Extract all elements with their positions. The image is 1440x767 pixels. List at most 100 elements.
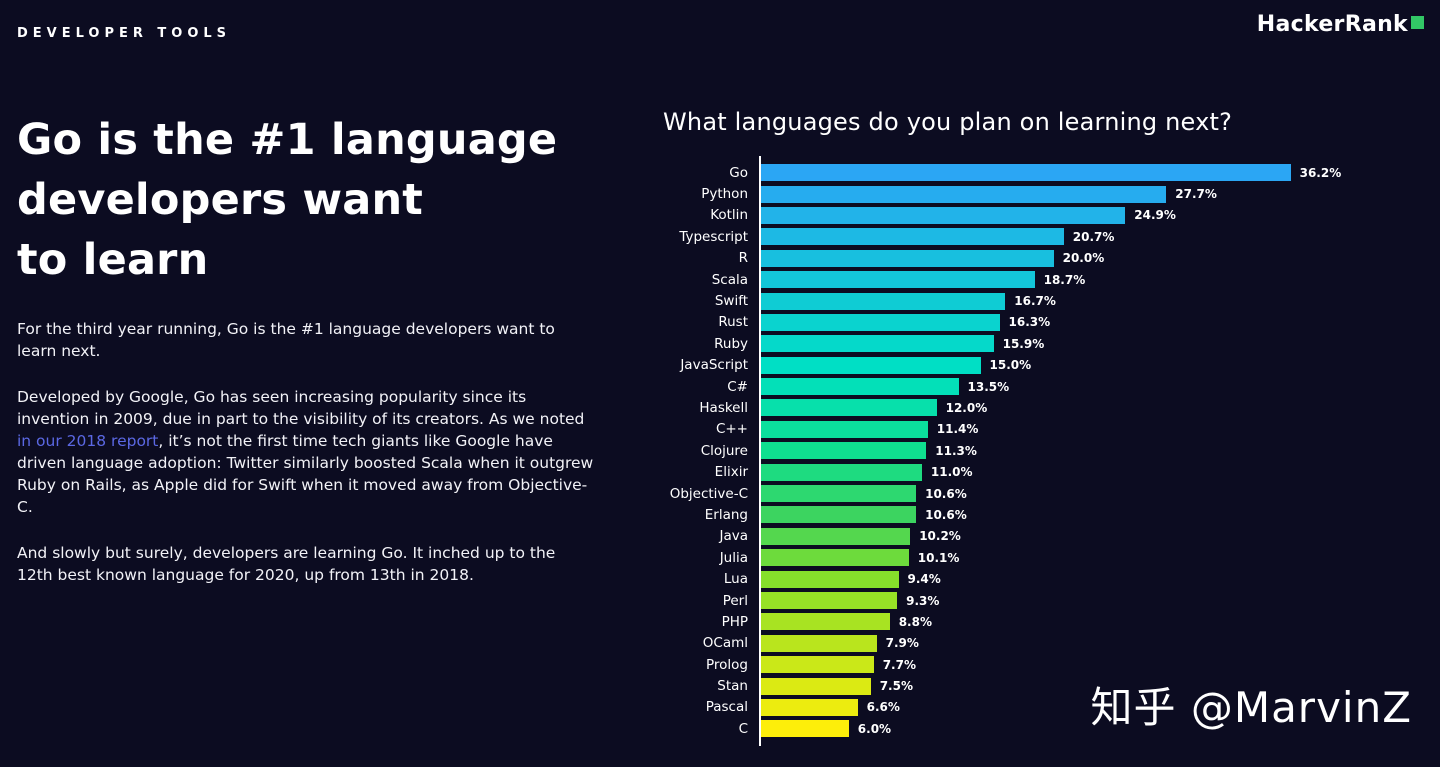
bar-track: 36.2% (759, 164, 1440, 182)
title-line: developers want (17, 175, 424, 225)
paragraph-2: Developed by Google, Go has seen increas… (17, 386, 595, 518)
bar-value: 15.9% (1002, 336, 1045, 351)
bar-value: 13.5% (967, 379, 1010, 394)
paragraph-2-text: , it’s not the first time tech giants li… (17, 432, 594, 516)
article-column: Go is the #1 language developers want to… (17, 60, 645, 740)
chart-row: Objective-C 10.6% (663, 483, 1440, 504)
chart-column: What languages do you plan on learning n… (645, 60, 1440, 746)
bar-label: Rust (718, 314, 748, 331)
bar (761, 506, 917, 524)
bar (761, 378, 959, 396)
bar-value: 10.6% (925, 486, 967, 501)
chart-row: Prolog 7.7% (663, 654, 1440, 675)
paragraph-2-text: Developed by Google, Go has seen increas… (17, 388, 585, 428)
y-axis-line (759, 156, 761, 746)
bar (761, 463, 922, 481)
bar-label: OCaml (702, 635, 748, 652)
bar-label: Haskell (699, 399, 748, 416)
bar (761, 228, 1064, 246)
bar-label: Perl (722, 592, 748, 609)
chart-row: R 20.0% (663, 248, 1440, 269)
bar-label: Swift (714, 293, 748, 310)
bar-label: Objective-C (669, 485, 748, 502)
bar (761, 549, 909, 567)
bar-value: 10.2% (919, 529, 961, 544)
bar-label: PHP (721, 613, 748, 630)
chart-row: C 6.0% (663, 718, 1440, 739)
bar-track: 15.9% (759, 335, 1440, 353)
bar-track: 16.7% (759, 292, 1440, 310)
bar-value: 12.0% (945, 400, 988, 415)
chart-row: Perl 9.3% (663, 590, 1440, 611)
bar-label: JavaScript (680, 357, 748, 374)
bar-label: Java (719, 528, 748, 545)
bar-track: 11.4% (759, 420, 1440, 438)
chart-row: JavaScript 15.0% (663, 355, 1440, 376)
bar-track: 7.5% (759, 677, 1440, 695)
chart-row: Swift 16.7% (663, 290, 1440, 311)
bar-track: 12.0% (759, 399, 1440, 417)
bar-value: 20.0% (1062, 251, 1105, 266)
bar-value: 10.6% (925, 507, 967, 522)
bar-value: 18.7% (1043, 272, 1086, 287)
title-line: Go is the #1 language (17, 115, 558, 165)
bar (761, 442, 927, 460)
header: DEVELOPER TOOLS HackerRank (0, 0, 1440, 60)
bar-label: R (738, 250, 748, 267)
paragraph-1: For the third year running, Go is the #1… (17, 320, 555, 360)
bar-chart: Go 36.2% Python 27.7% Kotlin 24.9% Typescript 2… (663, 156, 1440, 746)
bar (761, 613, 890, 631)
bar-value: 6.6% (866, 700, 900, 715)
bar (761, 485, 917, 503)
bar (761, 698, 858, 716)
main-content: Go is the #1 language developers want to… (0, 60, 1440, 746)
chart-row: C++ 11.4% (663, 419, 1440, 440)
bar-track: 8.8% (759, 613, 1440, 631)
bar-label: Clojure (700, 442, 748, 459)
bar-label: C (738, 720, 748, 737)
bar-label: Python (701, 186, 748, 203)
hackerrank-logo: HackerRank (1257, 14, 1424, 36)
bar-track: 9.4% (759, 570, 1440, 588)
bar (761, 527, 911, 545)
bar (761, 634, 877, 652)
bar (761, 164, 1291, 182)
chart-title: What languages do you plan on learning n… (663, 108, 1233, 136)
bar-track: 11.3% (759, 442, 1440, 460)
bar (761, 656, 874, 674)
bar-track: 27.7% (759, 185, 1440, 203)
chart-row: Julia 10.1% (663, 547, 1440, 568)
bar-track: 20.0% (759, 249, 1440, 267)
bar-label: Lua (723, 571, 748, 588)
bar-value: 9.3% (906, 593, 940, 608)
brand-name: HackerRank (1256, 12, 1408, 37)
bar-label: Stan (717, 678, 748, 695)
bar-track: 11.0% (759, 463, 1440, 481)
bar-value: 16.3% (1008, 315, 1051, 330)
chart-row: Clojure 11.3% (663, 440, 1440, 461)
bar (761, 420, 928, 438)
title-line: to learn (17, 235, 209, 285)
bar-value: 15.0% (989, 358, 1032, 373)
report-2018-link[interactable]: in our 2018 report (17, 432, 159, 450)
bar-value: 27.7% (1175, 187, 1217, 202)
bar (761, 313, 1000, 331)
bar-label: Elixir (714, 464, 748, 481)
bar-track: 10.6% (759, 506, 1440, 524)
bar-label: Typescript (679, 228, 748, 245)
chart-row: Python 27.7% (663, 183, 1440, 204)
chart-row: Java 10.2% (663, 526, 1440, 547)
bar-track: 18.7% (759, 271, 1440, 289)
chart-row: Typescript 20.7% (663, 226, 1440, 247)
chart-row: Stan 7.5% (663, 675, 1440, 696)
bar-label: Go (729, 164, 748, 181)
chart-row: OCaml 7.9% (663, 633, 1440, 654)
bar-value: 11.0% (930, 465, 973, 480)
chart-row: Rust 16.3% (663, 312, 1440, 333)
chart-row: Scala 18.7% (663, 269, 1440, 290)
bar-value: 11.4% (936, 422, 979, 437)
bar-track: 10.2% (759, 527, 1440, 545)
bar-value: 7.7% (882, 657, 916, 672)
bar-value: 11.3% (935, 443, 977, 458)
